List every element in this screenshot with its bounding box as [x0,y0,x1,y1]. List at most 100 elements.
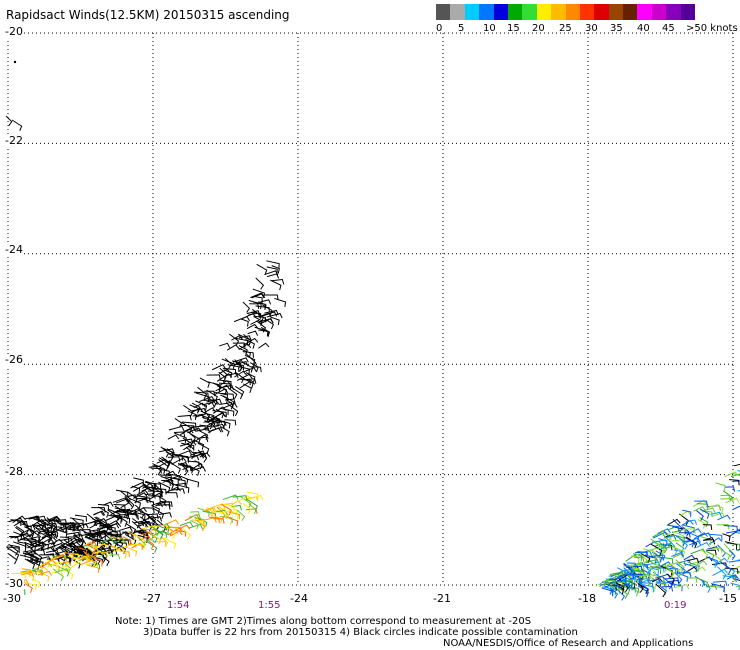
wind-barb [238,347,252,359]
lat-label-26: -26 [4,353,24,366]
wind-barb [653,531,669,539]
wind-barb [671,530,685,541]
wind-barb [681,519,694,527]
wind-barb [245,372,256,382]
wind-barb [166,519,179,525]
wind-barb [207,418,218,427]
wind-barb [114,547,128,559]
wind-barb [193,402,206,409]
legend-swatch [479,4,495,20]
lat-label-20: -20 [4,25,24,38]
wind-barb [67,561,83,570]
wind-barb [191,463,204,471]
wind-barb [135,497,151,503]
wind-barb [270,316,280,326]
wind-barb [651,539,668,545]
wind-barb [677,536,688,550]
wind-barb [250,319,262,325]
lat-label-28: -28 [4,465,24,478]
wind-barb [686,531,700,542]
wind-barb [193,391,209,399]
wind-barb [207,427,222,433]
wind-barb [225,398,234,410]
wind-barb [696,532,712,538]
wind-barb [693,506,706,512]
wind-barb [667,562,682,568]
wind-barb [140,530,154,537]
wind-barb [62,521,75,528]
wind-barb [19,554,32,563]
wind-barb [157,525,170,535]
wind-barb [230,386,243,400]
wind-barb [261,311,278,317]
wind-barb [227,403,239,417]
wind-barb [212,507,228,513]
wind-barb [158,448,175,454]
wind-barb [249,303,260,309]
wind-barb [175,482,188,489]
wind-barb [132,529,146,535]
wind-barb [112,497,129,503]
wind-barb [161,536,169,548]
wind-barb [729,479,740,486]
wind-barb [31,578,41,588]
wind-barb [663,535,677,541]
wind-barb [648,566,657,577]
wind-barb [173,432,187,444]
wind-barb [722,533,731,542]
wind-barb [43,546,56,552]
wind-barb [627,564,635,576]
wind-barb [689,540,702,546]
wind-barb [708,537,723,545]
wind-barb [45,559,56,565]
wind-barb [676,572,692,578]
wind-barb [219,342,231,348]
wind-barb [725,497,740,504]
wind-barb [651,563,668,570]
wind-barb [136,489,149,496]
wind-barb [166,473,180,481]
wind-barb [251,366,262,373]
wind-barb [94,547,107,553]
wind-barb [60,560,72,566]
wind-barb [655,583,667,598]
wind-barb [227,516,239,526]
wind-barb [696,541,710,548]
wind-barb [187,427,202,434]
wind-barb [670,563,681,577]
wind-barb [5,115,13,127]
wind-barb [234,359,244,372]
wind-barb [158,481,171,493]
wind-barb [23,538,37,545]
wind-barb [86,546,95,558]
wind-barb [694,500,708,507]
wind-barb [8,553,18,565]
wind-barb [55,543,67,550]
wind-barb [41,533,56,539]
wind-barb [8,543,19,556]
wind-barb [711,583,725,592]
note-line-2: 3)Data buffer is 22 hrs from 20150315 4)… [143,627,578,638]
wind-barb [232,357,249,363]
wind-barb [115,498,130,504]
legend-swatch [666,4,682,20]
wind-barb [51,527,65,535]
wind-barb [179,442,191,449]
wind-barb [638,573,651,580]
wind-barb [102,501,114,507]
wind-barb [223,503,235,511]
wind-barb [672,534,685,544]
wind-barb [708,504,721,510]
wind-barb [254,326,269,337]
wind-barb [127,543,143,551]
wind-barb [174,454,189,462]
wind-speed-legend: 0 5 10 15 20 25 30 35 40 45 >50 knots [436,4,740,34]
wind-barb [730,582,740,591]
wind-barb [683,563,698,573]
wind-barb [237,333,252,346]
wind-barb [168,528,176,540]
wind-barb [223,402,238,409]
wind-barb [607,580,619,586]
wind-barb [86,532,101,539]
